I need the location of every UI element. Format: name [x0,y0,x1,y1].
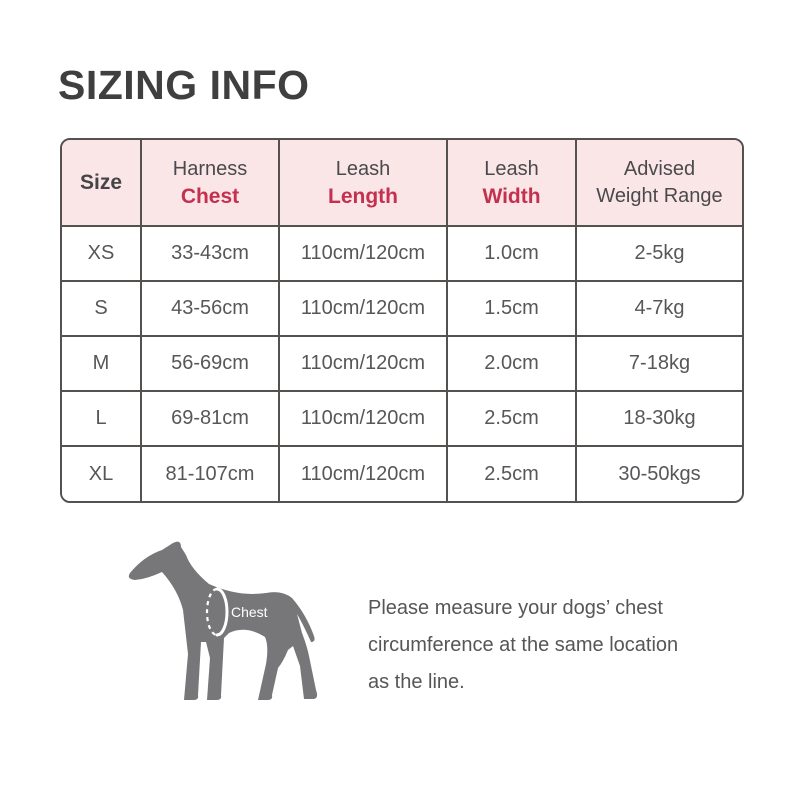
measurement-note-line: circumference at the same location [368,634,679,656]
dog-silhouette-svg: Chest [128,541,318,700]
chest-measure-line-front [215,587,229,637]
cell-leash-width: 1.5cm [446,280,577,337]
cell-leash-length: 110cm/120cm [278,445,448,501]
cell-leash-length: 110cm/120cm [278,280,448,337]
header-leash-width-line2: Width [482,184,541,208]
dog-silhouette-illustration: Chest [120,538,360,713]
table-row-l: L 69-81cm 110cm/120cm 2.5cm 18-30kg [62,390,742,447]
cell-leash-width: 2.5cm [446,390,577,447]
cell-chest: 43-56cm [140,280,280,337]
cell-leash-length: 110cm/120cm [278,335,448,392]
header-harness-chest: Harness Chest [140,140,280,227]
header-leash-length: Leash Length [278,140,448,227]
header-harness-line2: Chest [180,184,240,208]
cell-leash-width: 1.0cm [446,225,577,282]
header-leash-length-line1: Leash [335,157,391,180]
page-title: SIZING INFO [58,62,310,108]
header-size: Size [62,140,142,227]
cell-size: XS [62,225,142,282]
cell-chest: 33-43cm [140,225,280,282]
chest-label: Chest [231,604,268,620]
cell-chest: 81-107cm [140,445,280,501]
cell-weight: 18-30kg [575,390,742,447]
cell-weight: 30-50kgs [575,445,742,501]
sizing-table-grid: Size Harness Chest Leash Length Leash Wi… [62,140,742,501]
header-leash-length-line2: Length [328,184,398,208]
cell-leash-length: 110cm/120cm [278,390,448,447]
sizing-table: Size Harness Chest Leash Length Leash Wi… [60,138,744,503]
measurement-note-line: as the line. [368,671,465,693]
cell-size: L [62,390,142,447]
chest-measure-line-dashed [205,587,218,637]
cell-chest: 56-69cm [140,335,280,392]
table-row-m: M 56-69cm 110cm/120cm 2.0cm 7-18kg [62,335,742,392]
table-row-xl: XL 81-107cm 110cm/120cm 2.5cm 30-50kgs [62,445,742,501]
cell-leash-length: 110cm/120cm [278,225,448,282]
cell-leash-width: 2.0cm [446,335,577,392]
header-harness-line1: Harness [172,157,248,180]
cell-weight: 4-7kg [575,280,742,337]
cell-weight: 7-18kg [575,335,742,392]
cell-leash-width: 2.5cm [446,445,577,501]
header-weight-range: Advised Weight Range [575,140,742,227]
table-header-row: Size Harness Chest Leash Length Leash Wi… [62,140,742,227]
cell-size: XL [62,445,142,501]
measurement-note: Please measure your dogs’ chest circumfe… [368,590,708,701]
dog-body-shape [128,541,318,700]
header-leash-width: Leash Width [446,140,577,227]
table-row-s: S 43-56cm 110cm/120cm 1.5cm 4-7kg [62,280,742,337]
header-weight-line2: Weight Range [596,184,723,207]
cell-size: M [62,335,142,392]
table-row-xs: XS 33-43cm 110cm/120cm 1.0cm 2-5kg [62,225,742,282]
header-weight-line1: Advised [623,157,696,180]
header-size-label: Size [79,171,123,194]
cell-size: S [62,280,142,337]
cell-weight: 2-5kg [575,225,742,282]
measurement-note-line: Please measure your dogs’ chest [368,597,663,619]
cell-chest: 69-81cm [140,390,280,447]
header-leash-width-line1: Leash [484,157,539,180]
